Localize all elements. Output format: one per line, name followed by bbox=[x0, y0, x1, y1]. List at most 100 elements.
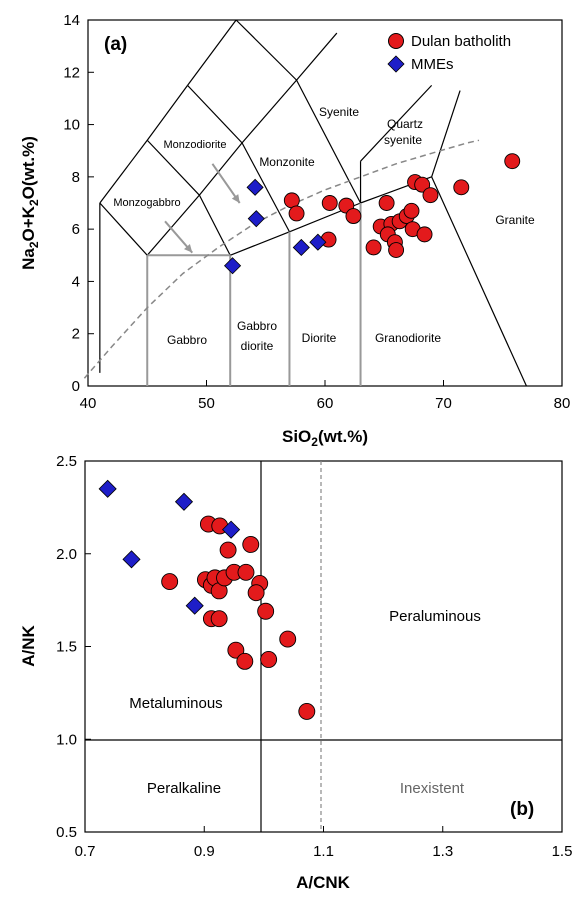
x-tick-label: 0.7 bbox=[75, 843, 96, 860]
batholith-point bbox=[242, 536, 260, 553]
mme-point bbox=[222, 520, 241, 539]
y-tick-label: 0 bbox=[72, 378, 80, 395]
panel-a-ticks: 40 50 60 70 80 0 2 4 6 8 10 12 14 bbox=[63, 12, 570, 412]
x-tick-label: 50 bbox=[198, 395, 215, 412]
batholith-point bbox=[219, 541, 237, 559]
mme-point bbox=[174, 492, 194, 511]
field-boundary-line bbox=[187, 84, 243, 144]
x-tick-label: 1.3 bbox=[432, 843, 453, 860]
panel-b-ticks: 0.7 0.9 1.1 1.3 1.5 0.5 1.0 1.5 2.0 2.5 bbox=[56, 453, 572, 860]
x-tick-label: 0.9 bbox=[194, 843, 215, 860]
region-label-peraluminous: Peraluminous bbox=[389, 608, 481, 625]
panel-b-x-axis-title: A/CNK bbox=[296, 873, 351, 892]
region-label-peralkaline: Peralkaline bbox=[147, 780, 221, 797]
panel-a-x-axis-title: SiO2(wt.%) bbox=[282, 427, 368, 449]
field-boundary-line bbox=[146, 139, 200, 196]
field-boundary-line bbox=[99, 202, 148, 256]
batholith-point bbox=[416, 226, 433, 243]
y-tick-label: 1.0 bbox=[56, 731, 77, 748]
x-tick-label: 1.1 bbox=[313, 843, 334, 860]
panel-b-y-axis-title: A/NK bbox=[19, 625, 38, 667]
panel-b-asi-diagram: 0.7 0.9 1.1 1.3 1.5 0.5 1.0 1.5 2.0 2.5 Metalumin… bbox=[19, 453, 572, 892]
batholith-point bbox=[388, 242, 405, 259]
batholith-point bbox=[403, 202, 420, 219]
batholith-point bbox=[279, 630, 297, 648]
mme-point bbox=[309, 233, 327, 251]
field-label-diorite: Diorite bbox=[302, 331, 337, 345]
batholith-point bbox=[378, 195, 395, 211]
field-boundary-line bbox=[198, 142, 243, 196]
field-boundary-line bbox=[296, 32, 338, 81]
batholith-point bbox=[237, 563, 255, 581]
batholith-point bbox=[345, 208, 362, 225]
y-tick-label: 12 bbox=[63, 64, 80, 81]
legend-label-batholith: Dulan batholith bbox=[411, 33, 511, 50]
mme-point bbox=[98, 479, 117, 498]
region-label-inexistent: Inexistent bbox=[400, 780, 465, 797]
legend-marker-mme bbox=[387, 55, 405, 73]
y-tick-label: 8 bbox=[72, 169, 80, 186]
panel-a-tas-diagram: 40 50 60 70 80 0 2 4 6 8 10 12 14 Monzodiorite Monzo… bbox=[19, 12, 570, 449]
y-tick-label: 2 bbox=[72, 326, 80, 343]
batholith-point bbox=[247, 584, 265, 602]
y-tick-label: 1.5 bbox=[56, 639, 77, 656]
field-label-gabbro-diorite-line1: Gabbro bbox=[237, 319, 277, 333]
y-tick-label: 4 bbox=[72, 273, 80, 290]
y-tick-label: 0.5 bbox=[56, 824, 77, 841]
batholith-point bbox=[422, 187, 439, 204]
field-label-syenite: Syenite bbox=[319, 105, 359, 119]
arrow-head bbox=[231, 194, 240, 203]
field-boundary-line bbox=[187, 19, 237, 86]
panel-a-tag: (a) bbox=[104, 34, 127, 55]
panel-b-plot-frame bbox=[84, 460, 563, 833]
batholith-point bbox=[236, 652, 254, 670]
y-tick-label: 14 bbox=[63, 12, 80, 29]
legend-label-mme: MMEs bbox=[411, 56, 454, 73]
batholith-point bbox=[288, 205, 305, 222]
field-boundary-line bbox=[99, 139, 148, 204]
mme-point bbox=[292, 238, 310, 257]
field-boundary-line bbox=[431, 176, 527, 387]
y-tick-label: 2.5 bbox=[56, 453, 77, 470]
field-label-monzogabbro: Monzogabbro bbox=[113, 197, 180, 209]
field-label-gabbro: Gabbro bbox=[167, 333, 207, 347]
mme-point bbox=[185, 596, 204, 615]
field-label-gabbro-diorite-line2: diorite bbox=[241, 339, 274, 353]
region-label-metaluminous: Metaluminous bbox=[129, 695, 222, 712]
field-boundary-line bbox=[241, 142, 290, 233]
panel-a-field-boundaries bbox=[99, 19, 527, 387]
mme-point bbox=[247, 210, 265, 228]
batholith-point bbox=[504, 153, 521, 170]
arrow-head bbox=[184, 243, 193, 253]
legend: Dulan batholith MMEs bbox=[387, 33, 511, 73]
field-boundary-line bbox=[198, 194, 231, 256]
batholith-point bbox=[260, 651, 278, 668]
x-tick-label: 70 bbox=[435, 395, 452, 412]
field-boundary-line bbox=[241, 79, 298, 144]
batholith-point bbox=[161, 573, 179, 591]
x-tick-label: 60 bbox=[317, 395, 334, 412]
batholith-point bbox=[210, 610, 228, 628]
field-label-granite: Granite bbox=[495, 213, 535, 227]
batholith-point bbox=[453, 179, 470, 196]
y-tick-label: 10 bbox=[63, 117, 80, 134]
x-tick-label: 1.5 bbox=[552, 843, 573, 860]
panel-a-arrows bbox=[164, 163, 241, 254]
batholith-point bbox=[365, 239, 382, 256]
field-boundary-line bbox=[146, 194, 200, 256]
field-label-quartz: Quartz bbox=[387, 117, 423, 131]
y-tick-label: 6 bbox=[72, 221, 80, 238]
legend-marker-batholith bbox=[388, 33, 404, 49]
panel-b-data-points bbox=[98, 479, 316, 720]
mme-point bbox=[224, 257, 242, 275]
mme-point bbox=[122, 550, 141, 569]
field-label-quartz-syenite: syenite bbox=[384, 133, 422, 147]
field-boundary-line bbox=[431, 90, 461, 178]
batholith-point bbox=[227, 641, 245, 659]
field-label-monzodiorite: Monzodiorite bbox=[164, 139, 227, 151]
field-boundary-line bbox=[146, 85, 189, 141]
panel-b-tag: (b) bbox=[510, 799, 534, 820]
field-label-monzonite: Monzonite bbox=[259, 155, 315, 169]
field-boundary-line bbox=[235, 19, 297, 81]
batholith-point bbox=[298, 702, 316, 720]
